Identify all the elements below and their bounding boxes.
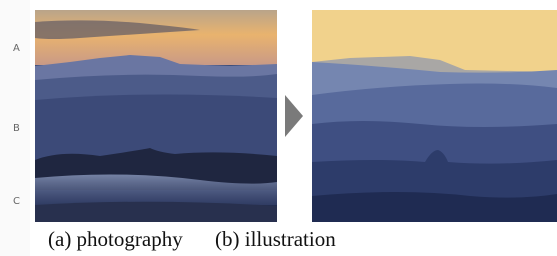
arrow bbox=[285, 95, 303, 137]
row-label: B bbox=[13, 123, 20, 134]
ridge bbox=[35, 94, 277, 160]
figure-canvas: A B C (a) photography (b) illustration bbox=[0, 0, 557, 256]
figure: A B C (a) photography (b) illustration bbox=[0, 0, 557, 256]
row-label: A bbox=[13, 43, 20, 54]
caption: (a) photography bbox=[48, 227, 183, 251]
illustration bbox=[312, 10, 557, 222]
foreground bbox=[35, 202, 277, 222]
photograph bbox=[35, 10, 277, 222]
caption: (b) illustration bbox=[215, 227, 336, 251]
row-label: C bbox=[13, 196, 20, 207]
